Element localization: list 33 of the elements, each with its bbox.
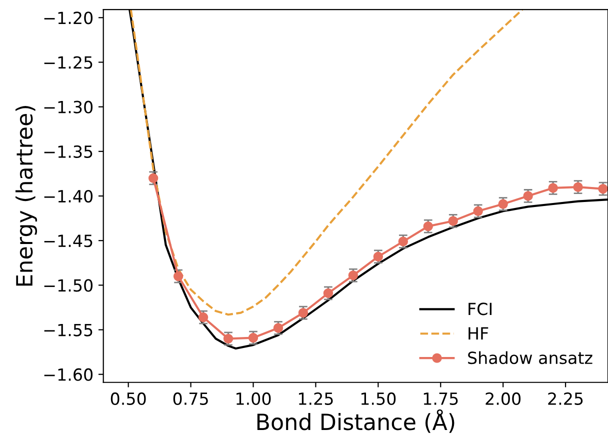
x-tick-label: 0.50: [110, 392, 146, 405]
x-tick-label: 2.00: [486, 392, 521, 405]
line-series: [130, 10, 524, 316]
x-tick-label: 0.75: [173, 392, 208, 405]
point: [598, 184, 608, 194]
y-tick-label: −1.55: [44, 324, 92, 336]
x-tick-label: 1.25: [298, 392, 333, 405]
y-axis-title: Energy (hartree): [16, 106, 38, 286]
x-tick-label: 1.00: [236, 392, 271, 405]
point: [448, 216, 458, 226]
legend-label: HF: [468, 327, 488, 340]
y-tick-label: −1.25: [44, 56, 92, 69]
y-tick-label: −1.30: [44, 100, 93, 114]
point: [498, 199, 508, 209]
legend-label: Shadow ansatz: [468, 351, 592, 364]
y-tick-label: −1.50: [44, 279, 93, 292]
y-tick-label: −1.45: [44, 234, 92, 248]
x-tick-label: 2.25: [548, 392, 583, 405]
point: [398, 236, 408, 246]
point: [348, 270, 358, 280]
y-tick-label: −1.60: [44, 368, 93, 381]
point: [573, 182, 583, 192]
point: [273, 323, 284, 333]
x-axis-title: Bond Distance (Å): [257, 409, 454, 433]
y-tick-label: −1.35: [44, 145, 92, 158]
point: [523, 191, 533, 201]
legend-label: FCI: [468, 302, 492, 316]
point: [373, 252, 384, 262]
y-tick-label: −1.40: [44, 190, 93, 203]
y-tick-label: −1.20: [44, 12, 93, 24]
x-tick-label: 1.50: [361, 392, 396, 405]
point: [548, 183, 558, 193]
x-tick-label: 1.75: [424, 392, 458, 405]
